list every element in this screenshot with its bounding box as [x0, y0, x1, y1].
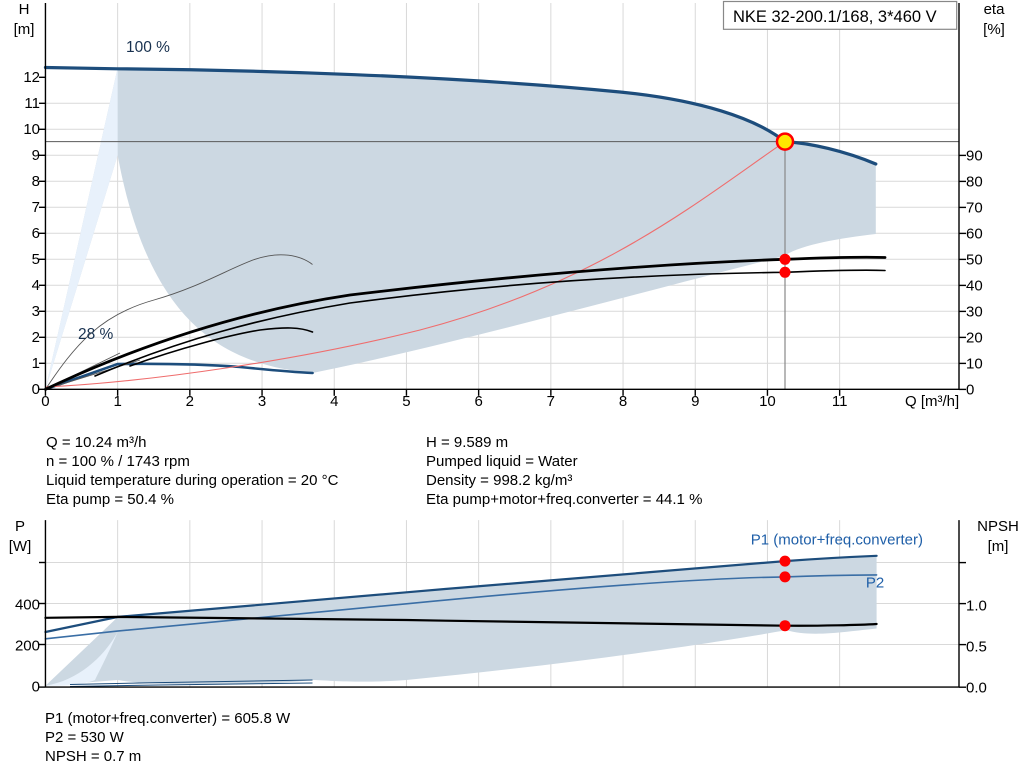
svg-text:0.5: 0.5: [966, 638, 987, 655]
svg-text:[%]: [%]: [983, 21, 1005, 38]
svg-text:5: 5: [32, 251, 40, 268]
svg-text:100 %: 100 %: [126, 39, 170, 56]
svg-text:1: 1: [32, 355, 40, 372]
svg-text:2: 2: [32, 329, 40, 346]
svg-text:eta: eta: [984, 1, 1006, 18]
svg-text:50: 50: [966, 252, 983, 269]
svg-text:7: 7: [32, 199, 40, 216]
svg-text:NKE 32-200.1/168, 3*460 V: NKE 32-200.1/168, 3*460 V: [733, 8, 937, 26]
svg-text:20: 20: [966, 330, 983, 347]
svg-text:10: 10: [966, 356, 983, 373]
svg-text:H: H: [19, 1, 30, 18]
svg-text:11: 11: [24, 95, 40, 112]
svg-text:70: 70: [966, 200, 983, 217]
svg-text:[W]: [W]: [9, 538, 32, 555]
svg-text:[m]: [m]: [988, 538, 1009, 555]
svg-text:0: 0: [966, 382, 974, 399]
svg-text:400: 400: [15, 597, 40, 614]
svg-text:60: 60: [966, 226, 983, 243]
svg-text:30: 30: [966, 304, 983, 321]
svg-text:NPSH: NPSH: [977, 520, 1019, 535]
svg-text:0: 0: [32, 679, 40, 696]
svg-text:P1 (motor+freq.converter): P1 (motor+freq.converter): [751, 531, 923, 548]
svg-text:0: 0: [32, 381, 40, 398]
svg-text:4: 4: [32, 277, 40, 294]
svg-text:40: 40: [966, 278, 983, 295]
svg-text:80: 80: [966, 174, 983, 191]
svg-text:6: 6: [32, 225, 40, 242]
svg-text:P2: P2: [866, 575, 884, 592]
svg-text:1.0: 1.0: [966, 597, 987, 614]
svg-text:12: 12: [23, 69, 40, 86]
svg-text:3: 3: [32, 303, 40, 320]
svg-text:10: 10: [23, 121, 40, 138]
svg-text:P: P: [15, 520, 25, 535]
svg-text:[m]: [m]: [14, 21, 35, 38]
svg-text:0.0: 0.0: [966, 679, 987, 696]
svg-text:90: 90: [966, 148, 983, 165]
svg-text:9: 9: [32, 147, 40, 164]
svg-text:200: 200: [15, 638, 40, 655]
svg-text:8: 8: [32, 173, 40, 190]
svg-text:Q [m³/h]: Q [m³/h]: [905, 393, 959, 410]
svg-text:28 %: 28 %: [78, 326, 114, 343]
